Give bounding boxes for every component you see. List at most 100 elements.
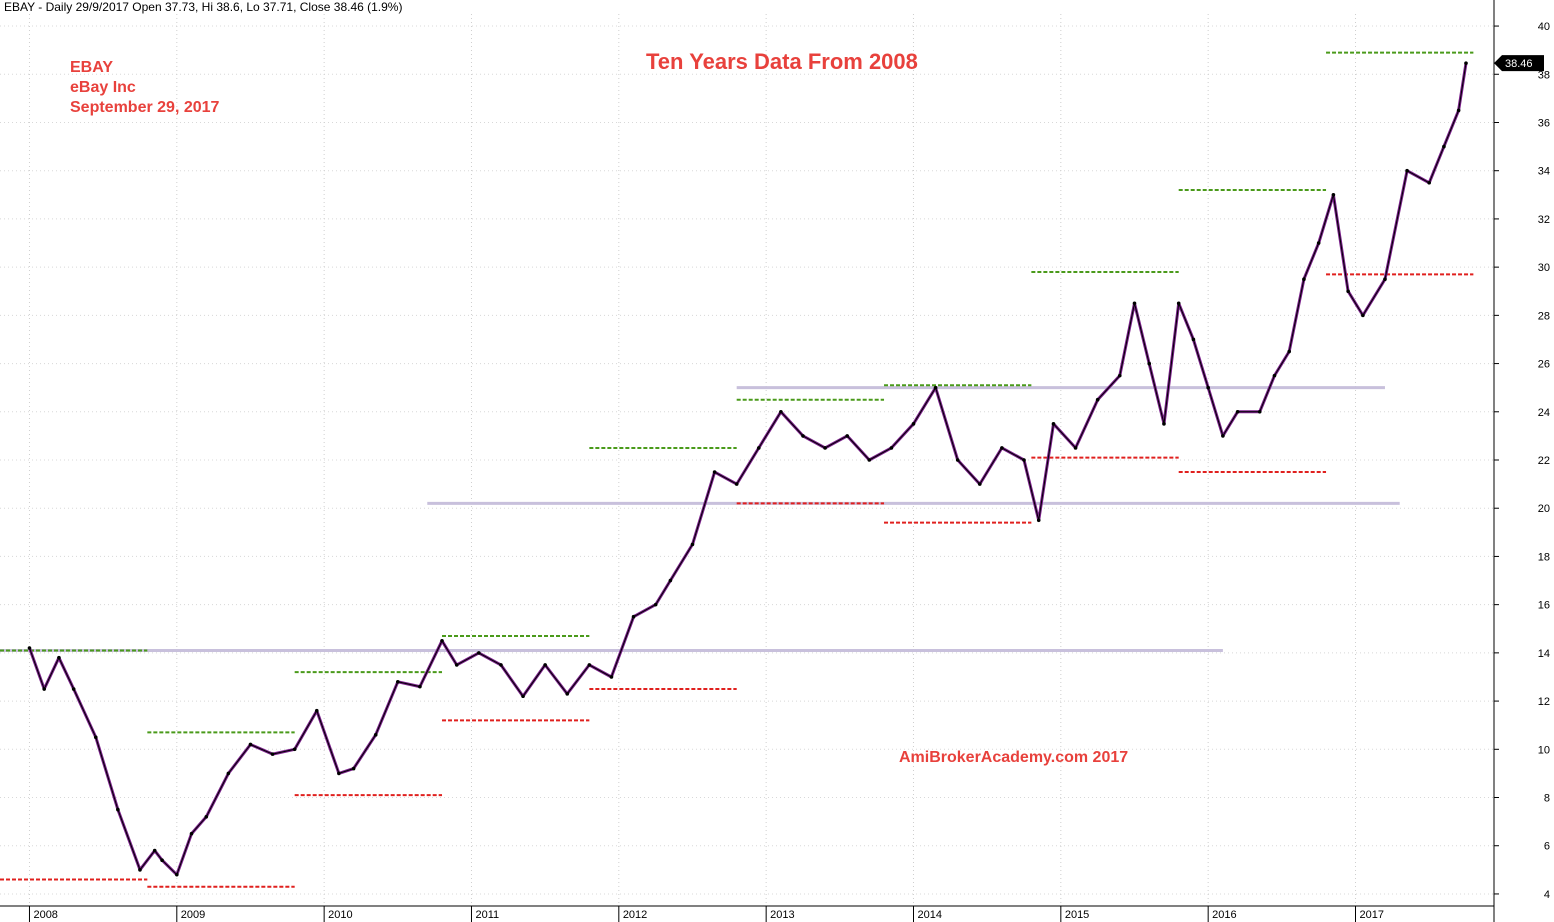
price-point	[712, 470, 717, 474]
price-point	[1427, 180, 1431, 185]
price-point	[823, 446, 827, 450]
x-tick-label: 2008	[33, 909, 57, 921]
x-tick-label: 2014	[917, 909, 941, 921]
price-point	[1346, 289, 1350, 294]
y-tick-label: 26	[1538, 359, 1550, 371]
price-point	[27, 646, 32, 650]
price-point	[499, 663, 503, 667]
y-tick-label: 38	[1538, 69, 1550, 81]
y-tick-label: 24	[1538, 407, 1550, 419]
x-tick-label: 2011	[475, 909, 499, 921]
price-point	[1117, 373, 1122, 378]
price-point	[204, 815, 209, 819]
price-point	[1405, 168, 1409, 173]
price-point	[1000, 446, 1004, 450]
price-point	[521, 694, 525, 699]
price-point	[1272, 373, 1277, 378]
price-point	[57, 655, 61, 660]
price-point	[1456, 108, 1461, 113]
price-point	[734, 482, 739, 486]
y-tick-label: 30	[1538, 262, 1550, 274]
price-point	[396, 679, 400, 684]
price-point	[477, 651, 481, 655]
y-tick-label: 4	[1544, 889, 1550, 901]
y-tick-label: 32	[1538, 214, 1550, 226]
price-point	[42, 687, 47, 691]
price-point	[226, 771, 231, 776]
price-point	[977, 482, 982, 486]
price-point	[867, 458, 872, 462]
y-tick-label: 12	[1538, 696, 1550, 708]
y-tick-label: 22	[1538, 455, 1550, 467]
support-resistance-lines	[0, 51, 1474, 888]
chart-grid	[0, 14, 1494, 906]
price-point	[1464, 61, 1468, 65]
price-point	[756, 446, 761, 450]
price-point	[1361, 313, 1365, 318]
price-point	[116, 807, 120, 812]
y-tick-label: 36	[1538, 117, 1550, 129]
price-point	[1051, 422, 1056, 426]
symbol-annotation: EBAY eBay Inc September 29, 2017	[70, 58, 219, 118]
price-point	[1095, 397, 1100, 402]
price-point	[889, 446, 894, 450]
chart-header: EBAY - Daily 29/9/2017 Open 37.73, Hi 38…	[4, 0, 403, 14]
price-point	[845, 434, 849, 438]
y-tick-label: 18	[1538, 551, 1550, 563]
price-point	[631, 614, 636, 619]
y-tick-label: 28	[1538, 310, 1550, 322]
y-tick-label: 14	[1538, 648, 1550, 660]
price-point	[337, 771, 341, 776]
last-price-tag-shape	[1494, 55, 1544, 72]
last-price-marker: 38.46	[1494, 55, 1544, 72]
price-point	[1257, 409, 1262, 414]
price-point	[933, 385, 938, 390]
y-tick-label: 16	[1538, 600, 1550, 612]
price-point	[314, 708, 319, 713]
price-point	[911, 422, 916, 426]
price-point	[93, 735, 98, 740]
price-line	[28, 62, 1468, 877]
price-point	[1383, 277, 1387, 281]
company-label: eBay Inc	[70, 79, 136, 96]
y-tick-label: 40	[1538, 21, 1550, 33]
price-point	[1132, 301, 1137, 306]
price-point	[71, 687, 76, 691]
price-point	[270, 752, 275, 756]
x-tick-label: 2010	[328, 909, 352, 921]
price-point	[152, 848, 157, 853]
price-series	[27, 61, 1468, 877]
price-point	[1073, 446, 1078, 450]
price-point	[690, 542, 695, 547]
price-point	[1022, 458, 1026, 462]
watermark-label: AmiBrokerAcademy.com 2017	[899, 749, 1129, 766]
price-point	[189, 831, 194, 836]
price-point	[1036, 518, 1041, 523]
price-point	[160, 858, 164, 862]
price-point	[1287, 349, 1292, 354]
x-axis: 2008 2009 2010 2011 2012 2013 2014 2015 2016 2017	[0, 905, 1494, 922]
last-price-tag-label: 38.46	[1505, 58, 1533, 70]
chart-title: Ten Years Data From 2008	[646, 49, 918, 74]
price-point	[292, 747, 297, 752]
symbol-label: EBAY	[70, 59, 113, 76]
x-tick-label: 2013	[770, 909, 794, 921]
price-point	[955, 458, 960, 462]
price-point	[418, 684, 422, 689]
price-point	[1235, 409, 1240, 414]
price-point	[1176, 301, 1181, 306]
price-point	[653, 602, 658, 607]
price-point	[668, 578, 673, 583]
price-point	[351, 766, 356, 771]
y-tick-label: 34	[1538, 166, 1550, 178]
price-point	[609, 675, 614, 679]
y-tick-label: 20	[1538, 503, 1550, 515]
x-tick-label: 2015	[1065, 909, 1089, 921]
x-tick-label: 2009	[181, 909, 205, 921]
price-point	[1442, 144, 1446, 149]
y-tick-label: 10	[1538, 744, 1550, 756]
price-point	[779, 409, 783, 414]
y-axis: 4 6 8 10 12 14 16 18 20 22 24 26 28 30 32 34 36 38 40	[1493, 0, 1550, 922]
x-tick-label: 2017	[1360, 909, 1384, 921]
